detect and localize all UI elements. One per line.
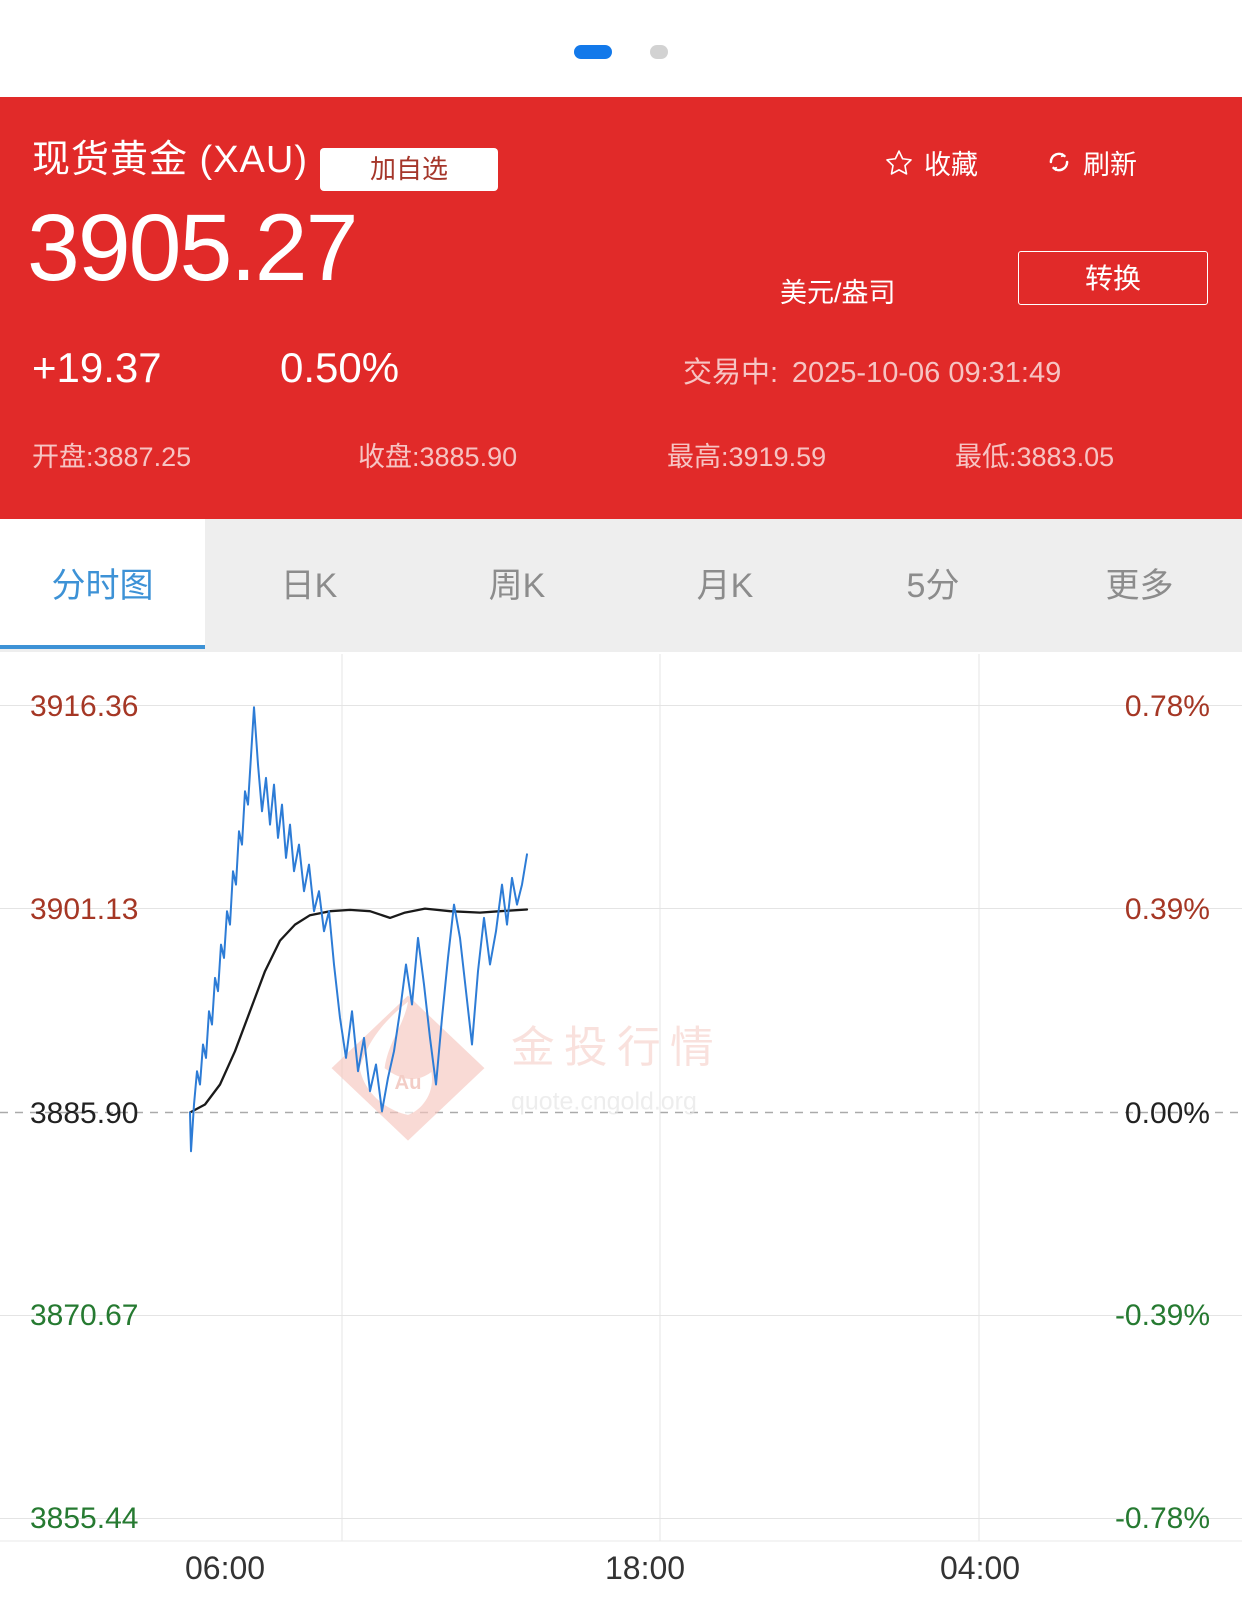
svg-text:quote.cngold.org: quote.cngold.org [511,1087,697,1115]
svg-text:金投行情: 金投行情 [511,1024,723,1073]
svg-text:Au: Au [394,1072,421,1094]
